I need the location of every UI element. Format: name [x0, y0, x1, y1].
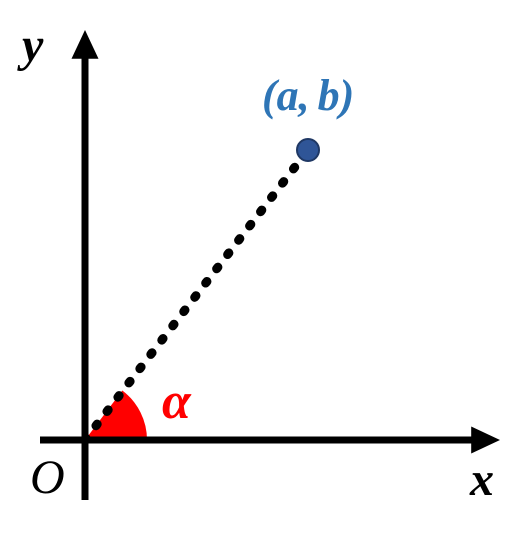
var-a: a [277, 71, 299, 120]
x-axis-label: x [470, 452, 494, 507]
diagram-svg [0, 0, 520, 540]
paren-open: ( [262, 71, 277, 120]
coordinate-diagram: y x O α (a,b) [0, 0, 520, 540]
alpha-label: α [162, 372, 191, 431]
point-label: (a,b) [262, 70, 354, 121]
origin-label: O [30, 450, 65, 505]
y-axis-label: y [22, 18, 43, 73]
paren-close: ) [340, 71, 355, 120]
comma: , [299, 71, 310, 120]
var-b: b [318, 71, 340, 120]
